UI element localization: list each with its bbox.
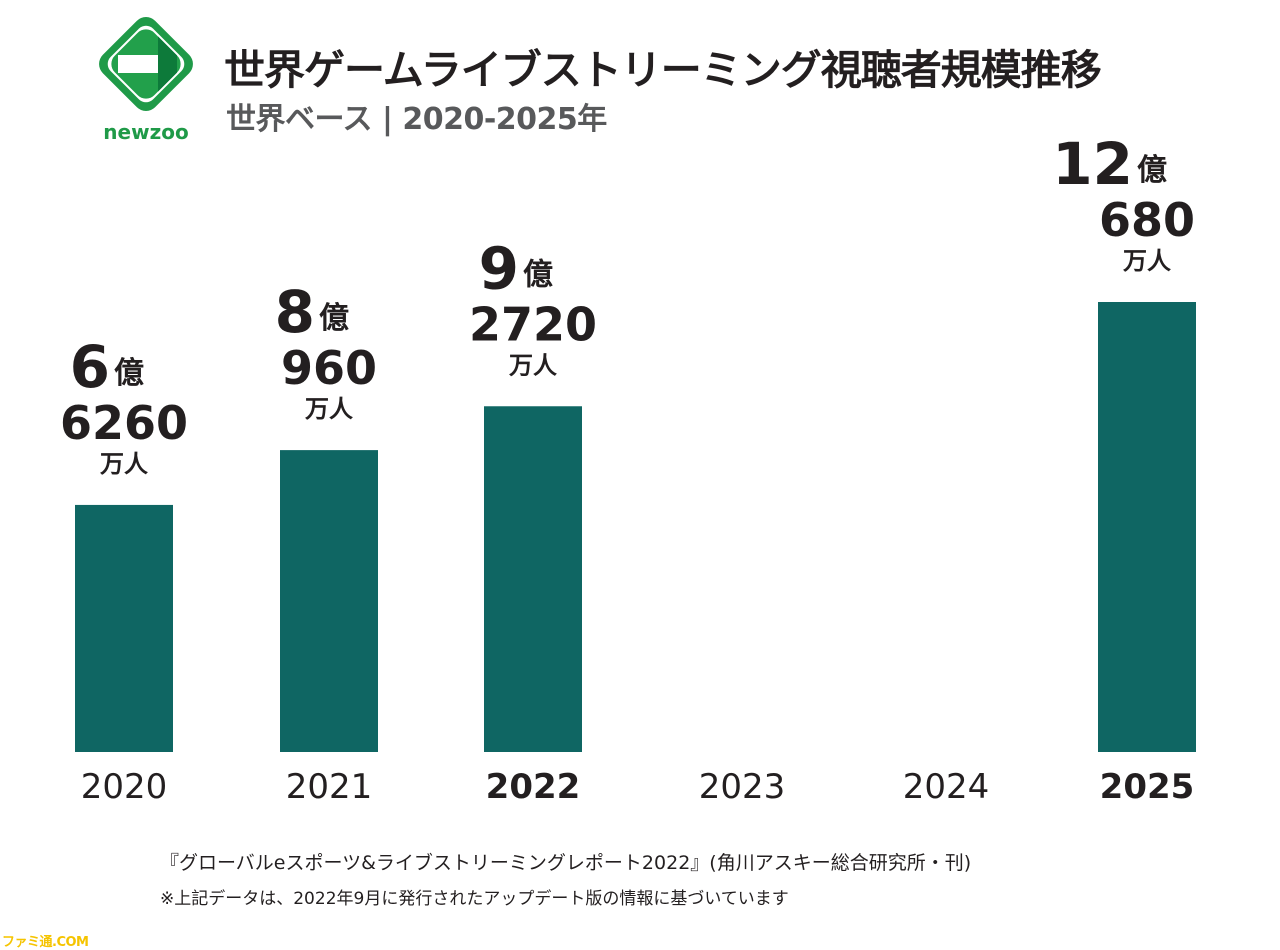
data-label-oku: 6	[70, 333, 110, 401]
data-label-man-unit: 万人	[1123, 247, 1171, 275]
x-tick-label: 2024	[903, 767, 990, 807]
data-label-oku-unit: 億	[1137, 153, 1167, 188]
data-label-man-unit: 万人	[305, 395, 353, 423]
x-tick-label: 2022	[486, 767, 581, 807]
newzoo-logo: newzoo	[90, 12, 202, 148]
source-citation: 『グローバルeスポーツ&ライブストリーミングレポート2022』(角川アスキー総合…	[160, 852, 972, 874]
data-label-oku: 9	[479, 234, 519, 302]
data-label-oku: 8	[275, 278, 315, 346]
x-tick-label: 2020	[81, 767, 168, 807]
x-tick-label: 2023	[699, 767, 786, 807]
data-label-man: 2720	[469, 297, 597, 351]
chart-subtitle: 世界ベース | 2020-2025年	[226, 102, 607, 137]
data-label-man: 960	[281, 341, 377, 395]
bar	[484, 406, 582, 752]
newzoo-logo-icon	[99, 17, 193, 111]
x-tick-label: 2025	[1100, 767, 1195, 807]
chart-title: 世界ゲームライブストリーミング視聴者規模推移	[224, 46, 1102, 94]
data-label-oku-unit: 億	[523, 257, 553, 292]
bar	[1098, 302, 1196, 752]
bar	[280, 450, 378, 752]
data-note: ※上記データは、2022年9月に発行されたアップデート版の情報に基づいています	[160, 889, 789, 909]
newzoo-wordmark: newzoo	[103, 120, 189, 144]
data-label-man: 6260	[60, 396, 188, 450]
data-label-man-unit: 万人	[509, 351, 557, 379]
bar	[75, 504, 173, 752]
data-label-oku-unit: 億	[114, 356, 144, 391]
data-label-man: 680	[1099, 193, 1195, 247]
famitsu-watermark: ファミ通.COM	[2, 935, 89, 950]
data-label-oku-unit: 億	[319, 301, 349, 336]
x-tick-label: 2021	[286, 767, 373, 807]
data-label-man-unit: 万人	[100, 450, 148, 478]
data-label-oku: 12	[1052, 130, 1133, 198]
